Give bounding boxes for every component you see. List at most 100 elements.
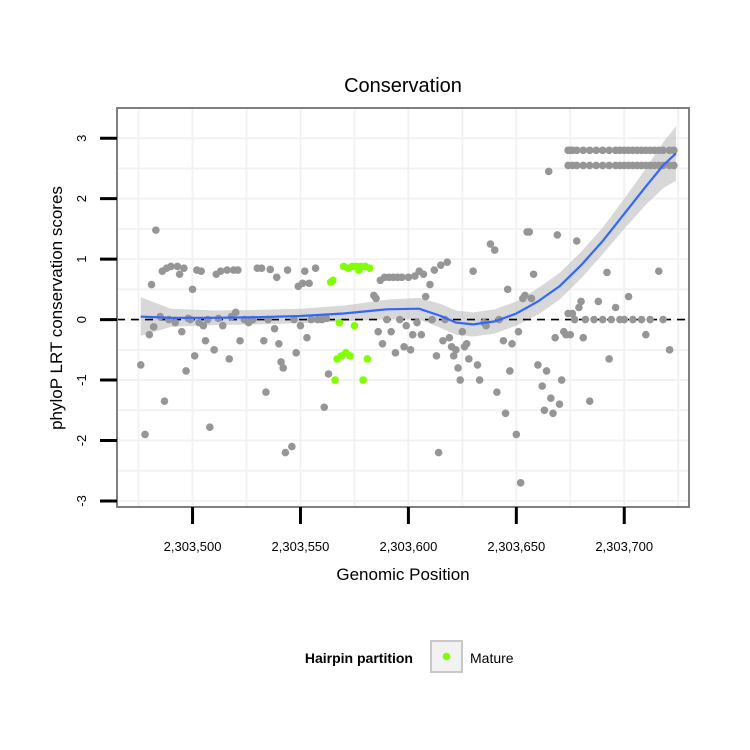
point-other (516, 479, 525, 487)
point-other (322, 314, 331, 323)
point-mature (331, 376, 339, 384)
legend-title: Hairpin partition (305, 650, 413, 666)
axes: 2,303,500 2,303,550 2,303,600 2,303,650 2,30… (74, 135, 653, 554)
point-other (400, 342, 408, 351)
point-other (152, 226, 160, 234)
point-other (231, 308, 240, 317)
point-other (277, 358, 285, 366)
point-other (197, 267, 205, 276)
point-other (473, 361, 482, 369)
point-other (572, 146, 581, 155)
point-other (257, 264, 266, 273)
point-other (538, 382, 547, 390)
point-other (670, 161, 678, 170)
point-other (629, 315, 637, 324)
point-other (493, 388, 501, 396)
data-points (136, 146, 678, 487)
y-tick-label: 2 (74, 195, 89, 202)
x-tick-label: 2,303,550 (272, 539, 330, 554)
point-other (147, 280, 156, 289)
point-other (449, 352, 458, 360)
point-other (190, 352, 199, 360)
point-other (570, 315, 579, 324)
point-other (160, 397, 169, 406)
point-other (594, 297, 603, 306)
point-other (275, 339, 283, 348)
point-other (579, 333, 588, 342)
y-tick-label: 3 (74, 135, 89, 142)
point-other (553, 231, 562, 239)
point-other (503, 285, 512, 294)
point-other (585, 397, 594, 406)
point-other (432, 352, 441, 360)
point-other (149, 323, 158, 331)
point-other (398, 273, 406, 282)
point-other (180, 264, 188, 273)
point-mature (329, 276, 337, 285)
y-tick-label: -2 (74, 435, 89, 447)
point-other (654, 267, 663, 276)
point-other (272, 273, 281, 282)
point-other (290, 315, 298, 324)
point-other (486, 240, 495, 248)
point-other (542, 367, 551, 375)
point-other (551, 333, 559, 342)
point-other (199, 321, 208, 330)
point-other (611, 303, 620, 312)
point-other (216, 267, 225, 276)
point-other (391, 349, 400, 357)
point-other (514, 327, 523, 336)
point-other (419, 270, 428, 279)
point-other (670, 146, 678, 155)
point-other (411, 272, 419, 280)
legend: Hairpin partition Mature (305, 640, 514, 673)
point-other (404, 273, 413, 282)
point-other (141, 430, 149, 439)
point-other (188, 285, 197, 294)
point-other (572, 237, 581, 245)
point-other (620, 315, 629, 324)
point-other (439, 336, 447, 345)
point-other (501, 409, 510, 418)
point-other (421, 292, 430, 301)
point-other (223, 266, 231, 274)
point-other (428, 315, 436, 324)
point-other (234, 266, 242, 274)
point-other (292, 349, 300, 357)
point-other (408, 330, 417, 339)
point-other (592, 161, 600, 170)
smooth-line-layer (140, 152, 677, 326)
point-other (383, 315, 391, 324)
point-other (577, 297, 585, 306)
point-other (585, 146, 594, 155)
point-other (469, 267, 477, 276)
point-other (417, 330, 426, 339)
point-other (288, 442, 296, 451)
point-other (177, 327, 186, 336)
point-other (434, 448, 443, 457)
point-other (540, 406, 549, 415)
point-other (659, 315, 667, 324)
point-other (592, 146, 600, 155)
point-other (173, 262, 182, 271)
point-other (605, 161, 613, 170)
point-other (598, 161, 607, 170)
point-other (426, 280, 434, 289)
x-tick-label: 2,303,700 (595, 539, 653, 554)
legend-mature-swatch (442, 652, 451, 661)
point-other (145, 330, 154, 339)
point-other (506, 367, 514, 375)
point-other (454, 364, 462, 372)
point-other (406, 346, 415, 354)
point-mature (365, 264, 374, 273)
y-tick-label: 0 (74, 316, 89, 323)
point-other (557, 376, 566, 384)
point-other (659, 146, 667, 155)
point-other (259, 336, 268, 345)
point-other (585, 161, 594, 170)
point-other (462, 339, 471, 348)
point-other (167, 262, 175, 271)
point-other (605, 146, 613, 155)
point-other (490, 246, 499, 254)
point-other (283, 266, 292, 274)
